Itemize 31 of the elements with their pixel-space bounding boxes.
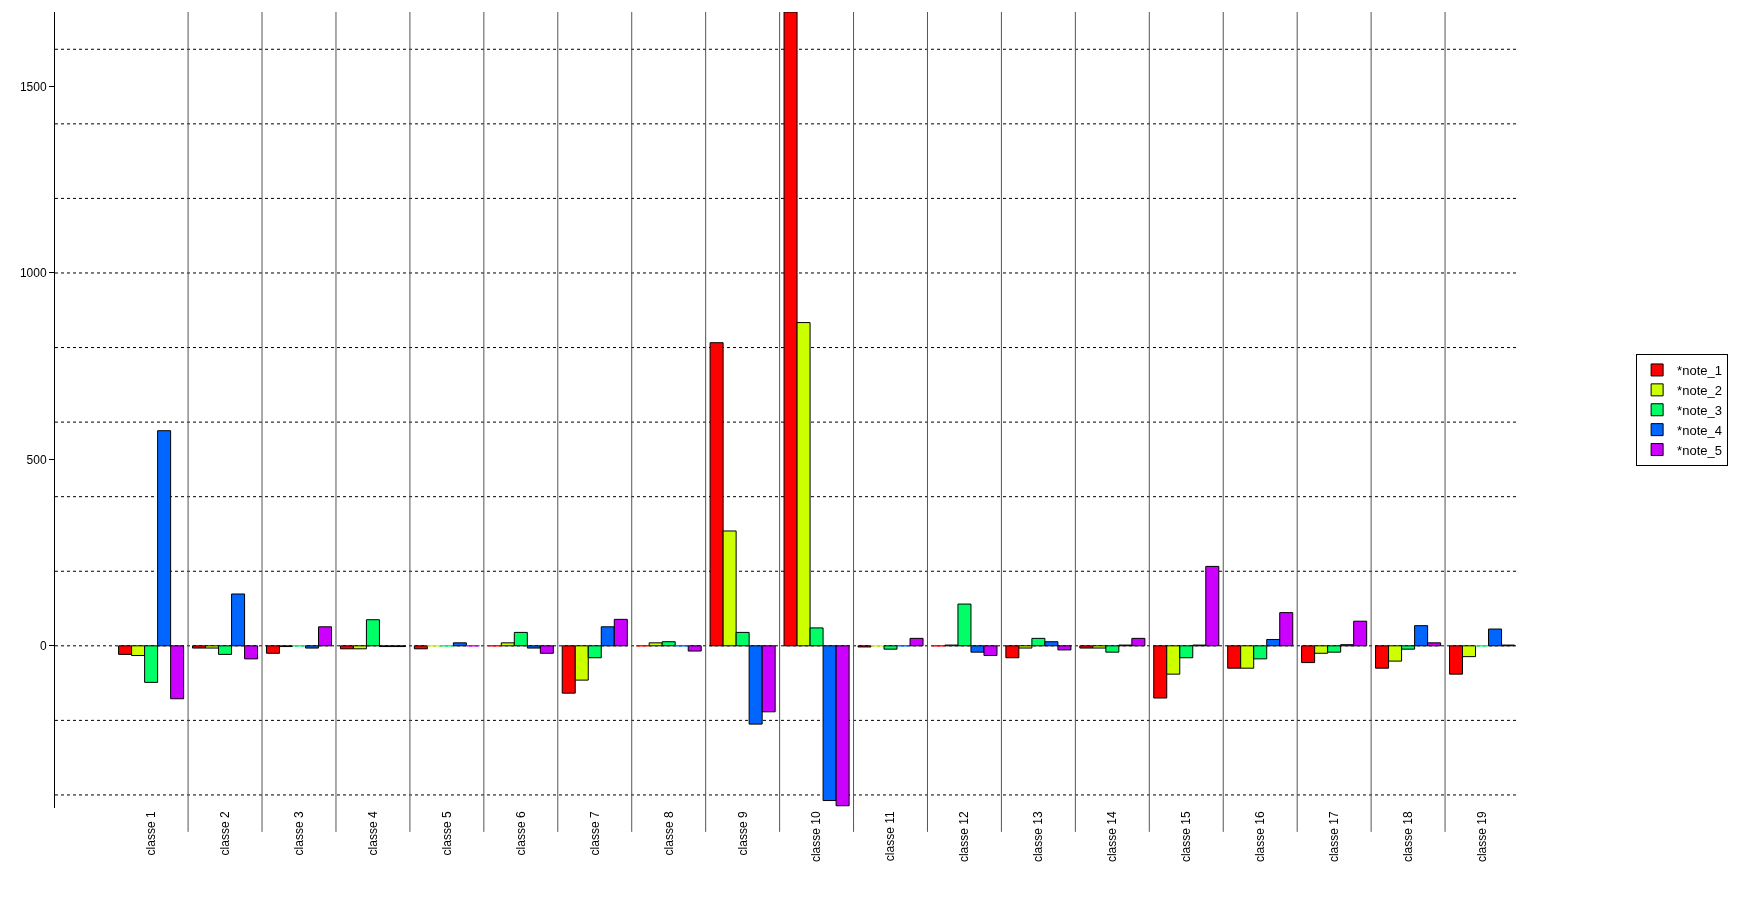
x-tick-label: classe 8 xyxy=(661,811,676,856)
x-tick-label: classe 14 xyxy=(1105,811,1120,863)
x-tick-label: classe 6 xyxy=(513,811,528,856)
x-tick-label: classe 1 xyxy=(144,811,159,856)
x-tick-label: classe 9 xyxy=(735,811,750,856)
x-tick-label: classe 13 xyxy=(1031,811,1046,863)
y-tick-label: 500 xyxy=(26,452,47,467)
bar xyxy=(413,645,428,650)
y-tick-label: 1000 xyxy=(19,266,47,281)
x-tick-label: classe 15 xyxy=(1179,811,1194,863)
y-tick-label: 0 xyxy=(39,639,47,654)
x-tick-label: classe 3 xyxy=(291,811,306,856)
legend-label: *note_2 xyxy=(1677,382,1722,398)
legend-label: *note_4 xyxy=(1677,422,1722,438)
x-tick-label: classe 10 xyxy=(809,811,824,863)
legend-label: *note_1 xyxy=(1677,363,1722,379)
bar xyxy=(452,642,467,647)
legend-label: *note_5 xyxy=(1677,442,1722,458)
x-tick-label: classe 17 xyxy=(1327,811,1342,863)
bar xyxy=(883,645,898,650)
x-tick-label: classe 18 xyxy=(1400,811,1415,863)
x-tick-label: classe 4 xyxy=(365,811,380,856)
x-tick-label: classe 2 xyxy=(217,811,232,856)
x-tick-label: classe 7 xyxy=(587,811,602,856)
x-tick-label: classe 11 xyxy=(883,811,898,862)
x-tick-label: classe 16 xyxy=(1253,811,1268,863)
x-tick-label: classe 5 xyxy=(439,811,454,856)
x-tick-label: classe 12 xyxy=(957,811,972,863)
legend-label: *note_3 xyxy=(1677,402,1722,418)
y-tick-label: 1500 xyxy=(19,79,47,94)
x-tick-label: classe 19 xyxy=(1474,811,1489,863)
